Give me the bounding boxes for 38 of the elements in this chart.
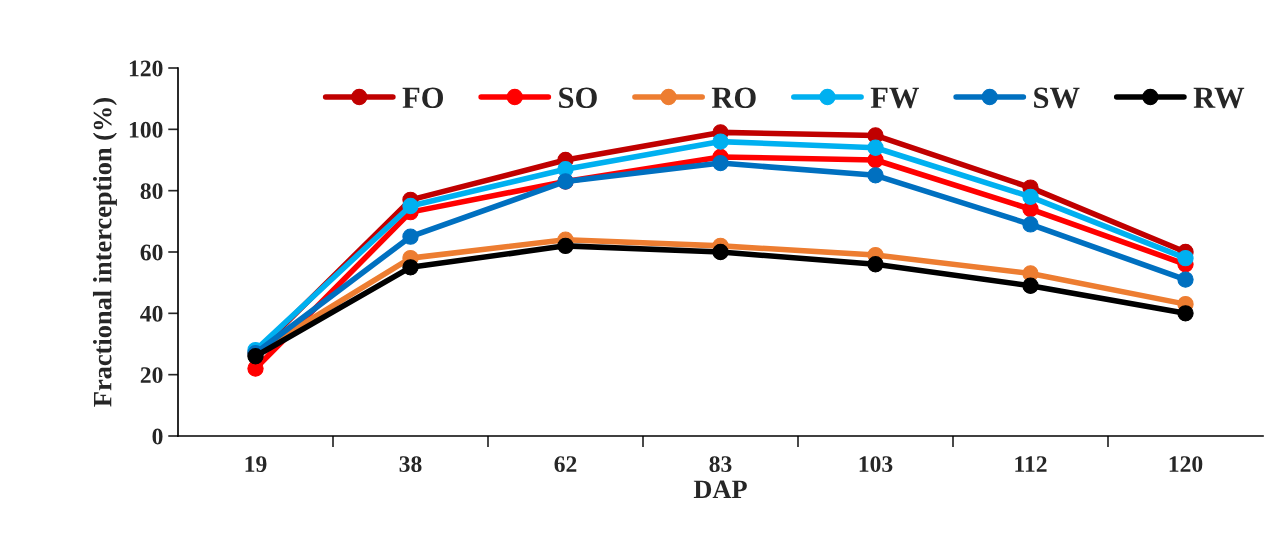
legend-label: RO [711,87,756,109]
y-tick-label: 60 [140,244,163,261]
y-tick-label: 80 [140,183,163,200]
x-tick-label: 112 [1015,456,1047,472]
point [867,256,884,273]
legend-label: RW [1193,87,1245,109]
y-axis-title: Fractional interception (%) [92,98,117,407]
point [1177,305,1194,322]
legend-label: SO [559,87,597,109]
y-tick-label: 100 [129,121,163,138]
legend-label: FO [402,87,443,109]
point [1177,271,1194,288]
y-tick-label: 0 [152,428,163,445]
point [402,197,419,215]
point [557,237,574,255]
point [712,133,729,150]
point [867,167,884,184]
y-tick-label: 120 [129,60,163,77]
point [1022,277,1039,294]
legend-label: SW [1034,87,1080,109]
point [1177,249,1194,267]
point [712,154,729,172]
y-tick-label: 20 [140,367,163,384]
point [402,228,419,245]
x-axis-title: DAP [693,480,747,498]
point [712,243,729,261]
y-tick-label: 40 [140,305,163,322]
point [402,259,419,276]
x-tick-label: 83 [709,456,732,473]
x-tick-label: 120 [1169,456,1203,473]
x-tick-label: 38 [399,456,422,473]
legend-label: FW [870,87,919,109]
point [1022,188,1039,205]
x-tick-label: 62 [554,456,577,473]
x-tick-label: 103 [859,456,893,473]
point [867,139,884,156]
x-tick-label: 19 [245,456,267,473]
point [1022,216,1039,233]
